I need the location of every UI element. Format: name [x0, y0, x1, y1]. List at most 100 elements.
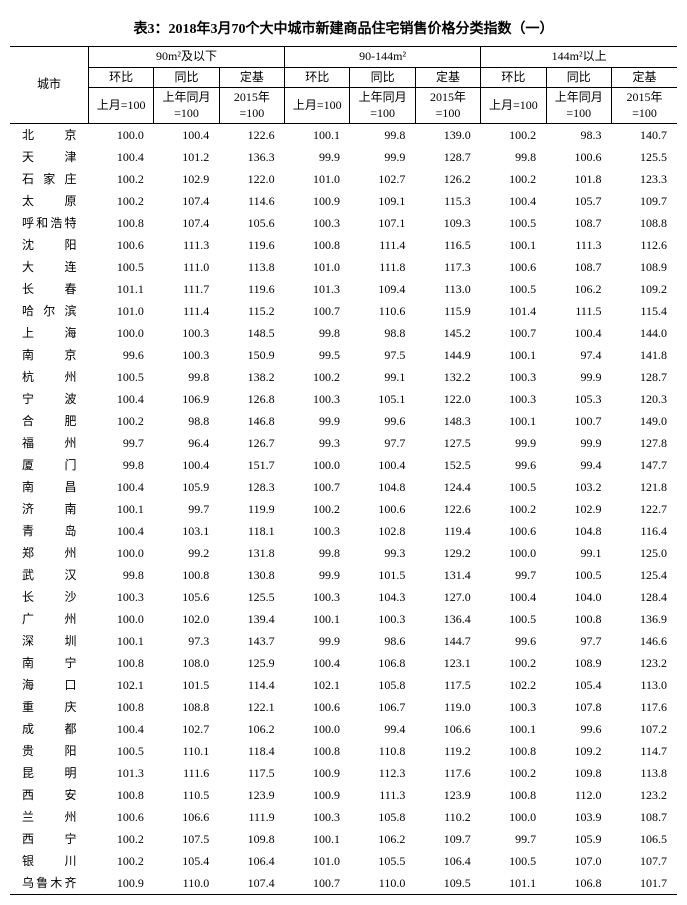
data-cell: 123.9 [219, 784, 284, 806]
data-cell: 100.2 [481, 652, 546, 674]
data-cell: 100.0 [88, 124, 153, 147]
city-cell: 福 州 [10, 432, 88, 454]
data-cell: 113.0 [611, 674, 677, 696]
data-cell: 104.8 [350, 476, 415, 498]
data-cell: 151.7 [219, 454, 284, 476]
data-cell: 126.7 [219, 432, 284, 454]
table-row: 长 沙100.3105.6125.5100.3104.3127.0100.410… [10, 586, 677, 608]
data-cell: 100.6 [88, 234, 153, 256]
data-cell: 129.2 [415, 542, 480, 564]
data-cell: 105.7 [546, 190, 611, 212]
table-row: 成 都100.4102.7106.2100.099.4106.6100.199.… [10, 718, 677, 740]
data-cell: 118.4 [219, 740, 284, 762]
data-cell: 100.4 [88, 146, 153, 168]
data-cell: 109.2 [611, 278, 677, 300]
data-cell: 105.8 [350, 806, 415, 828]
data-cell: 107.5 [154, 828, 219, 850]
table-row: 济 南100.199.7119.9100.2100.6122.6100.2102… [10, 498, 677, 520]
data-cell: 102.0 [154, 608, 219, 630]
sub-hb-1: 环比 [88, 67, 153, 88]
data-cell: 109.8 [219, 828, 284, 850]
data-cell: 100.3 [154, 322, 219, 344]
data-table: 城市 90m²及以下 90-144m² 144m²以上 环比 同比 定基 环比 … [10, 46, 677, 895]
data-cell: 100.3 [350, 608, 415, 630]
data-cell: 117.5 [415, 674, 480, 696]
data-cell: 106.4 [415, 850, 480, 872]
data-cell: 132.2 [415, 366, 480, 388]
table-row: 银 川100.2105.4106.4101.0105.5106.4100.510… [10, 850, 677, 872]
table-row: 呼和浩特100.8107.4105.6100.3107.1109.3100.51… [10, 212, 677, 234]
city-cell: 西 宁 [10, 828, 88, 850]
data-cell: 99.9 [285, 564, 350, 586]
data-cell: 108.8 [154, 696, 219, 718]
col-header-city: 城市 [10, 47, 88, 124]
data-cell: 139.0 [415, 124, 480, 147]
data-cell: 98.8 [350, 322, 415, 344]
data-cell: 148.3 [415, 410, 480, 432]
city-cell: 银 川 [10, 850, 88, 872]
data-cell: 99.6 [350, 410, 415, 432]
data-cell: 100.3 [154, 344, 219, 366]
data-cell: 100.4 [154, 454, 219, 476]
data-cell: 107.0 [546, 850, 611, 872]
data-cell: 123.3 [611, 168, 677, 190]
data-cell: 119.6 [219, 278, 284, 300]
data-cell: 131.8 [219, 542, 284, 564]
data-cell: 111.4 [350, 234, 415, 256]
data-cell: 114.4 [219, 674, 284, 696]
data-cell: 122.7 [611, 498, 677, 520]
data-cell: 101.1 [88, 278, 153, 300]
data-cell: 99.9 [285, 630, 350, 652]
data-cell: 99.8 [350, 124, 415, 147]
city-cell: 宁 波 [10, 388, 88, 410]
city-cell: 深 圳 [10, 630, 88, 652]
data-cell: 109.7 [415, 828, 480, 850]
city-cell: 长 春 [10, 278, 88, 300]
data-cell: 100.3 [88, 586, 153, 608]
data-cell: 99.8 [285, 542, 350, 564]
table-row: 宁 波100.4106.9126.8100.3105.1122.0100.310… [10, 388, 677, 410]
data-cell: 106.2 [350, 828, 415, 850]
data-cell: 97.7 [350, 432, 415, 454]
data-cell: 115.9 [415, 300, 480, 322]
data-cell: 106.7 [350, 696, 415, 718]
data-cell: 111.7 [154, 278, 219, 300]
data-cell: 100.0 [481, 542, 546, 564]
data-cell: 127.5 [415, 432, 480, 454]
data-cell: 111.3 [546, 234, 611, 256]
data-cell: 111.0 [154, 256, 219, 278]
city-cell: 济 南 [10, 498, 88, 520]
data-cell: 99.5 [285, 344, 350, 366]
data-cell: 102.7 [154, 718, 219, 740]
data-cell: 121.8 [611, 476, 677, 498]
data-cell: 144.0 [611, 322, 677, 344]
data-cell: 100.4 [88, 718, 153, 740]
data-cell: 102.2 [481, 674, 546, 696]
data-cell: 105.9 [154, 476, 219, 498]
data-cell: 99.6 [481, 630, 546, 652]
data-cell: 100.1 [285, 828, 350, 850]
data-cell: 105.4 [154, 850, 219, 872]
sub-hb-2: 环比 [285, 67, 350, 88]
data-cell: 122.6 [415, 498, 480, 520]
data-cell: 100.0 [285, 454, 350, 476]
data-cell: 100.4 [88, 388, 153, 410]
data-cell: 100.2 [88, 828, 153, 850]
data-cell: 101.4 [481, 300, 546, 322]
data-cell: 97.7 [546, 630, 611, 652]
data-cell: 107.1 [350, 212, 415, 234]
data-cell: 100.5 [481, 212, 546, 234]
data-cell: 100.7 [285, 872, 350, 895]
data-cell: 109.2 [546, 740, 611, 762]
data-cell: 98.6 [350, 630, 415, 652]
data-cell: 111.3 [350, 784, 415, 806]
data-cell: 108.0 [154, 652, 219, 674]
data-cell: 99.4 [350, 718, 415, 740]
data-cell: 114.7 [611, 740, 677, 762]
data-cell: 145.2 [415, 322, 480, 344]
data-cell: 102.1 [285, 674, 350, 696]
data-cell: 100.7 [481, 322, 546, 344]
city-cell: 广 州 [10, 608, 88, 630]
data-cell: 106.5 [611, 828, 677, 850]
data-cell: 100.7 [285, 476, 350, 498]
